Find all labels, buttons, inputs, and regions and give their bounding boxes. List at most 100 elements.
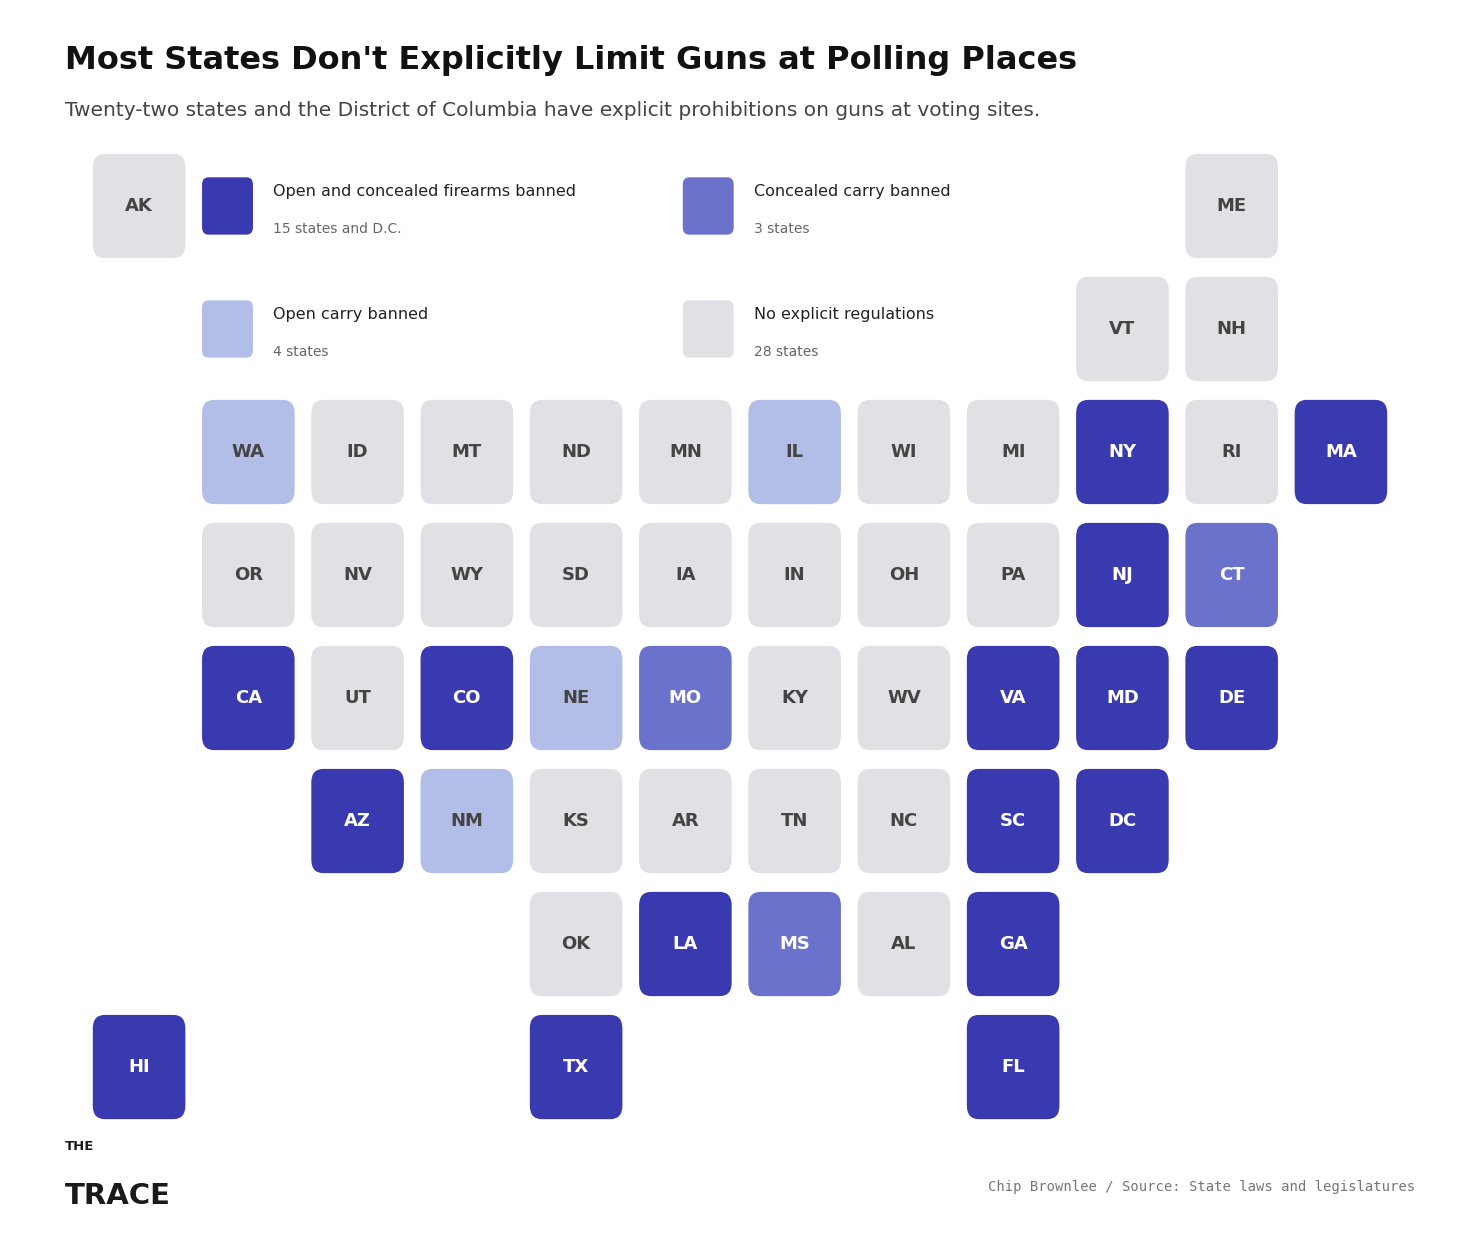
FancyBboxPatch shape: [1076, 522, 1169, 628]
Text: Open carry banned: Open carry banned: [273, 308, 429, 322]
FancyBboxPatch shape: [857, 522, 950, 628]
FancyBboxPatch shape: [1185, 400, 1277, 504]
FancyBboxPatch shape: [682, 177, 734, 235]
FancyBboxPatch shape: [420, 769, 513, 874]
Text: OH: OH: [889, 566, 919, 584]
FancyBboxPatch shape: [1185, 276, 1277, 381]
FancyBboxPatch shape: [967, 400, 1060, 504]
Text: MA: MA: [1324, 442, 1357, 461]
Text: TX: TX: [563, 1058, 589, 1076]
FancyBboxPatch shape: [420, 646, 513, 750]
FancyBboxPatch shape: [312, 646, 404, 750]
Text: 15 states and D.C.: 15 states and D.C.: [273, 222, 401, 236]
FancyBboxPatch shape: [1076, 769, 1169, 874]
FancyBboxPatch shape: [682, 300, 734, 358]
Text: AR: AR: [672, 812, 700, 830]
Text: MT: MT: [451, 442, 482, 461]
FancyBboxPatch shape: [967, 1015, 1060, 1119]
FancyBboxPatch shape: [1185, 646, 1277, 750]
FancyBboxPatch shape: [529, 769, 622, 874]
Text: DE: DE: [1219, 689, 1245, 707]
FancyBboxPatch shape: [529, 646, 622, 750]
Text: WI: WI: [891, 442, 917, 461]
Text: NV: NV: [343, 566, 372, 584]
Text: GA: GA: [998, 935, 1028, 952]
FancyBboxPatch shape: [201, 177, 253, 235]
FancyBboxPatch shape: [312, 522, 404, 628]
Text: 28 states: 28 states: [754, 345, 819, 359]
Text: 4 states: 4 states: [273, 345, 329, 359]
Text: OK: OK: [562, 935, 591, 952]
FancyBboxPatch shape: [312, 769, 404, 874]
FancyBboxPatch shape: [857, 892, 950, 996]
Text: Concealed carry banned: Concealed carry banned: [754, 184, 951, 199]
Text: VA: VA: [1000, 689, 1026, 707]
FancyBboxPatch shape: [1076, 400, 1169, 504]
FancyBboxPatch shape: [529, 400, 622, 504]
FancyBboxPatch shape: [857, 400, 950, 504]
FancyBboxPatch shape: [639, 892, 732, 996]
FancyBboxPatch shape: [529, 522, 622, 628]
Text: IL: IL: [785, 442, 804, 461]
Text: SD: SD: [562, 566, 589, 584]
FancyBboxPatch shape: [201, 646, 294, 750]
Text: MI: MI: [1001, 442, 1026, 461]
Text: TRACE: TRACE: [65, 1182, 171, 1210]
Text: ME: ME: [1217, 198, 1247, 215]
Text: VT: VT: [1110, 320, 1135, 338]
Text: Chip Brownlee / Source: State laws and legislatures: Chip Brownlee / Source: State laws and l…: [988, 1180, 1416, 1194]
Text: Most States Don't Explicitly Limit Guns at Polling Places: Most States Don't Explicitly Limit Guns …: [65, 45, 1078, 76]
Text: SC: SC: [1000, 812, 1026, 830]
Text: HI: HI: [128, 1058, 150, 1076]
Text: CA: CA: [235, 689, 262, 707]
FancyBboxPatch shape: [1185, 522, 1277, 628]
FancyBboxPatch shape: [201, 522, 294, 628]
Text: AL: AL: [891, 935, 916, 952]
Text: TN: TN: [781, 812, 809, 830]
Text: MO: MO: [669, 689, 703, 707]
FancyBboxPatch shape: [639, 769, 732, 874]
Text: UT: UT: [344, 689, 370, 707]
FancyBboxPatch shape: [201, 400, 294, 504]
Text: AZ: AZ: [344, 812, 370, 830]
Text: LA: LA: [673, 935, 698, 952]
Text: OR: OR: [234, 566, 263, 584]
FancyBboxPatch shape: [639, 646, 732, 750]
FancyBboxPatch shape: [1076, 646, 1169, 750]
FancyBboxPatch shape: [748, 892, 841, 996]
Text: THE: THE: [65, 1140, 94, 1152]
Text: AK: AK: [125, 198, 153, 215]
Text: MD: MD: [1105, 689, 1139, 707]
Text: NJ: NJ: [1111, 566, 1133, 584]
FancyBboxPatch shape: [967, 892, 1060, 996]
FancyBboxPatch shape: [1295, 400, 1388, 504]
FancyBboxPatch shape: [201, 300, 253, 358]
Text: NC: NC: [889, 812, 917, 830]
FancyBboxPatch shape: [857, 769, 950, 874]
FancyBboxPatch shape: [1185, 154, 1277, 258]
Text: CT: CT: [1219, 566, 1245, 584]
FancyBboxPatch shape: [93, 154, 185, 258]
FancyBboxPatch shape: [639, 400, 732, 504]
Text: PA: PA: [1001, 566, 1026, 584]
Text: RI: RI: [1222, 442, 1242, 461]
Text: CO: CO: [453, 689, 481, 707]
FancyBboxPatch shape: [967, 522, 1060, 628]
FancyBboxPatch shape: [967, 646, 1060, 750]
FancyBboxPatch shape: [529, 892, 622, 996]
Text: KY: KY: [781, 689, 809, 707]
Text: IN: IN: [784, 566, 806, 584]
FancyBboxPatch shape: [420, 400, 513, 504]
Text: ND: ND: [562, 442, 591, 461]
FancyBboxPatch shape: [967, 769, 1060, 874]
FancyBboxPatch shape: [312, 400, 404, 504]
FancyBboxPatch shape: [93, 1015, 185, 1119]
Text: DC: DC: [1108, 812, 1136, 830]
FancyBboxPatch shape: [529, 1015, 622, 1119]
Text: Open and concealed firearms banned: Open and concealed firearms banned: [273, 184, 576, 199]
Text: No explicit regulations: No explicit regulations: [754, 308, 935, 322]
Text: NE: NE: [563, 689, 589, 707]
Text: ID: ID: [347, 442, 369, 461]
Text: MS: MS: [779, 935, 810, 952]
FancyBboxPatch shape: [748, 769, 841, 874]
